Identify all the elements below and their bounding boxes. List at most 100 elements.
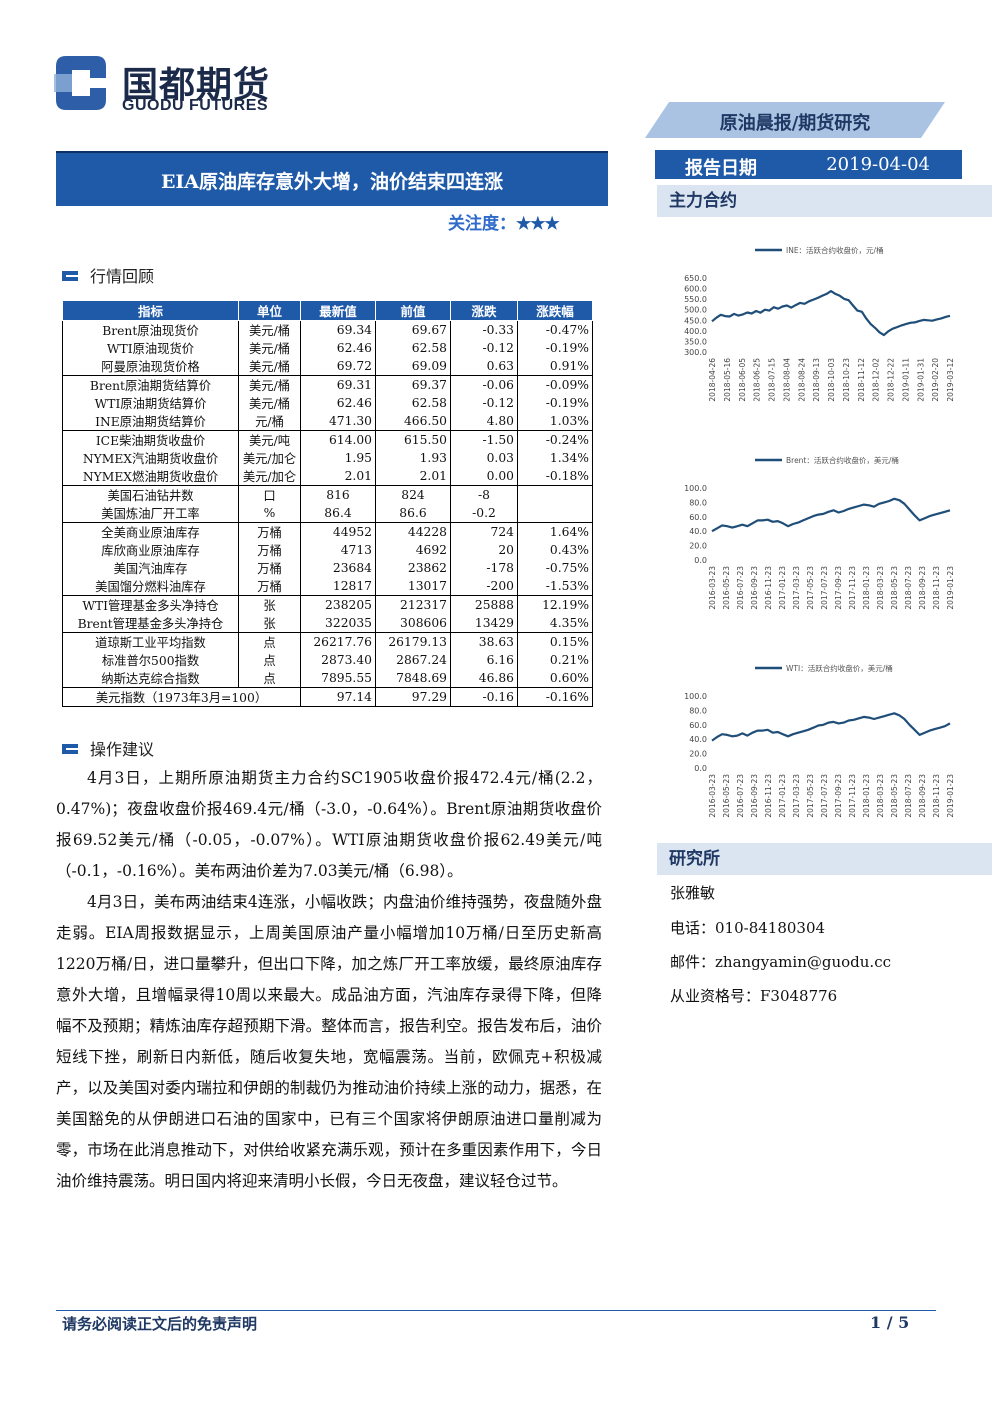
table-cell-prev: 2867.24 (375, 651, 451, 669)
table-cell-prev: 7848.69 (375, 669, 451, 688)
y-tick-label: 400.0 (684, 327, 707, 336)
table-cell-name: WTI原油期货结算价 (62, 394, 239, 412)
table-cell-name: 全美商业原油库存 (62, 522, 239, 541)
table-row: 美国汽油库存 万桶 23684 23862 -178 -0.75% (62, 559, 593, 577)
table-cell-prev: 23862 (375, 559, 451, 577)
table-cell-prev: 26179.13 (375, 632, 451, 651)
x-tick-label: 2016-09-23 (750, 566, 759, 610)
table-cell-unit: 元/桶 (238, 412, 301, 431)
table-cell-unit: 美元/吨 (238, 430, 301, 449)
table-cell-prev: 1.93 (375, 449, 451, 467)
analyst-name: 张雅敏 (670, 884, 716, 902)
col-header-unit: 单位 (238, 300, 301, 321)
page-number: 1 / 5 (870, 1313, 910, 1332)
report-date-label: 报告日期 (685, 158, 757, 179)
analyst-email[interactable]: 邮件：zhangyamin@guodu.cc (670, 953, 891, 971)
table-cell-name: ICE柴油期货收盘价 (62, 430, 239, 449)
table-cell-latest: 97.14 (300, 687, 376, 707)
table-row: 全美商业原油库存 万桶 44952 44228 724 1.64% (62, 522, 593, 541)
table-cell-pct: 0.60% (517, 669, 593, 688)
y-tick-label: 0.0 (694, 764, 707, 773)
col-header-prev: 前值 (375, 300, 451, 321)
legend-label: INE：活跃合约收盘价，元/桶 (786, 245, 884, 255)
y-tick-label: 40.0 (689, 527, 707, 536)
table-row: WTI原油期货结算价 美元/桶 62.46 62.58 -0.12 -0.19% (62, 394, 593, 412)
table-cell-latest: 12817 (300, 577, 376, 596)
x-tick-label: 2018-03-23 (876, 566, 885, 610)
x-tick-label: 2018-08-04 (782, 358, 791, 402)
x-tick-label: 2019-03-12 (946, 358, 955, 402)
disclaimer-link[interactable]: 请务必阅读正文后的免责声明 (62, 1315, 258, 1333)
table-header-row: 指标 单位 最新值 前值 涨跌 涨跌幅 (62, 300, 593, 321)
table-cell-pct: 0.43% (517, 541, 593, 559)
research-heading: 研究所 (657, 843, 992, 875)
table-cell-unit: % (238, 504, 301, 523)
table-cell-unit: 点 (238, 669, 301, 688)
table-cell-prev: 308606 (375, 614, 451, 633)
table-cell-name: Brent原油期货结算价 (62, 375, 239, 394)
x-tick-label: 2016-05-23 (722, 566, 731, 610)
table-cell-chg: 38.63 (450, 632, 518, 651)
table-cell-chg: 25888 (450, 595, 518, 614)
table-row: WTI原油现货价 美元/桶 62.46 62.58 -0.12 -0.19% (62, 339, 593, 357)
x-tick-label: 2018-07-23 (904, 774, 913, 818)
series-line (711, 289, 951, 337)
table-cell-unit: 口 (238, 485, 301, 504)
x-tick-label: 2017-05-23 (806, 774, 815, 818)
table-cell-chg: 0.63 (450, 357, 518, 376)
x-tick-label: 2018-12-02 (872, 358, 881, 402)
table-row: WTI管理基金多头净持仓张 238205 212317 25888 12.19% (62, 595, 593, 614)
main-contract-heading: 主力合约 (657, 185, 992, 217)
table-cell-pct: 1.64% (517, 522, 593, 541)
y-tick-label: 600.0 (684, 285, 707, 294)
table-cell-chg: 4.80 (450, 412, 518, 431)
x-tick-label: 2019-01-31 (916, 358, 925, 402)
table-row: 道琼斯工业平均指数点 26217.76 26179.13 38.63 0.15% (62, 632, 593, 651)
x-tick-label: 2018-09-23 (918, 774, 927, 818)
wti-price-chart: WTI：活跃合约收盘价，美元/桶 100.0 80.0 60.0 40.0 20.0 0.0… (684, 663, 955, 818)
table-row: NYMEX燃油期货收盘价 美元/加仑 2.01 2.01 0.00 -0.18% (62, 467, 593, 486)
paragraph-text: 4月3日，上期所原油期货主力合约SC1905收盘价报472.4元/桶(2.2，0… (56, 769, 602, 880)
report-type-label: 原油晨报/期货研究 (719, 113, 871, 134)
y-tick-label: 0.0 (694, 556, 707, 565)
table-cell-unit: 点 (238, 651, 301, 669)
table-cell-prev: 69.09 (375, 357, 451, 376)
table-cell-pct: -0.16% (517, 687, 593, 707)
table-cell-name: NYMEX汽油期货收盘价 (62, 449, 239, 467)
table-cell-latest: 62.46 (300, 394, 376, 412)
table-cell-unit: 美元/桶 (238, 320, 301, 339)
y-tick-label: 100.0 (684, 692, 707, 701)
x-tick-label: 2016-03-23 (708, 774, 717, 818)
logo-mark-icon (54, 56, 106, 110)
x-tick-label: 2018-06-25 (753, 358, 762, 402)
table-cell-unit: 张 (238, 614, 301, 633)
star-rating-icon: ★★★ (516, 214, 560, 234)
table-cell-pct: -1.53% (517, 577, 593, 596)
table-cell-latest: 816 (300, 485, 376, 504)
report-type-banner: 原油晨报/期货研究 (645, 102, 945, 138)
x-tick-label: 2016-11-23 (764, 566, 773, 610)
table-cell-name: WTI原油现货价 (62, 339, 239, 357)
table-cell-latest: 322035 (300, 614, 376, 633)
table-cell-latest: 69.34 (300, 320, 376, 339)
table-cell-prev: 69.67 (375, 320, 451, 339)
table-cell-prev: 466.50 (375, 412, 451, 431)
table-cell-chg: 6.16 (450, 651, 518, 669)
table-cell-pct: -0.19% (517, 394, 593, 412)
table-row: 标准普尔500指数点 2873.40 2867.24 6.16 0.21% (62, 651, 593, 669)
table-cell-prev: 13017 (375, 577, 451, 596)
table-cell-prev: 62.58 (375, 394, 451, 412)
x-tick-label: 2018-12-22 (887, 358, 896, 402)
x-tick-label: 2017-07-23 (820, 566, 829, 610)
table-cell-latest: 44952 (300, 522, 376, 541)
y-tick-label: 650.0 (684, 274, 707, 283)
col-header-change-pct: 涨跌幅 (517, 300, 593, 321)
analyst-phone: 电话：010-84180304 (670, 919, 826, 937)
table-cell-latest: 2.01 (300, 467, 376, 486)
x-tick-label: 2017-07-23 (820, 774, 829, 818)
table-cell-name: INE原油期货结算价 (62, 412, 239, 431)
y-tick-label: 60.0 (689, 721, 707, 730)
table-cell-name: 美元指数（1973年3月=100） (62, 687, 301, 707)
table-cell-name: 纳斯达克综合指数 (62, 669, 239, 688)
table-row: Brent原油期货结算价 美元/桶 69.31 69.37 -0.06 -0.09% (62, 375, 593, 394)
